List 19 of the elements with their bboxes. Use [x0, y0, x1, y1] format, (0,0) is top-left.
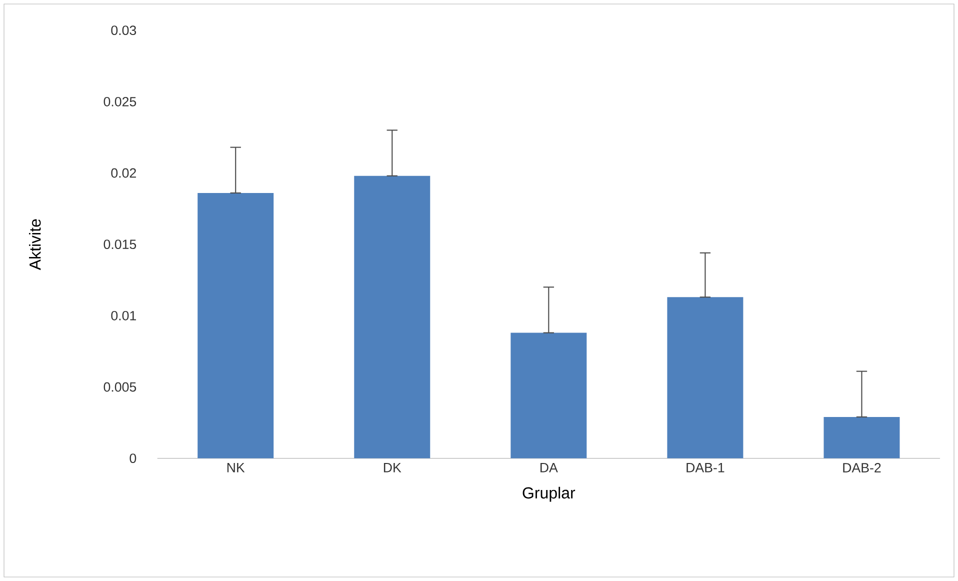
y-tick-label: 0.01	[111, 310, 136, 320]
bar	[354, 176, 430, 458]
x-tick-label: NK	[227, 463, 245, 472]
y-tick-label: 0.025	[104, 96, 136, 106]
x-tick-label: DAB-1	[686, 463, 724, 472]
y-tick-label: 0.005	[104, 382, 136, 392]
x-tick-label: DA	[540, 463, 558, 472]
y-tick-label: 0.015	[104, 240, 136, 250]
y-tick-label: 0	[130, 454, 136, 464]
y-axis-title: Aktivite	[29, 219, 41, 270]
bar	[198, 192, 274, 458]
x-tick-label: DK	[384, 463, 402, 472]
bar	[667, 297, 744, 458]
bar	[510, 332, 587, 458]
y-tick-label: 0.03	[111, 26, 136, 36]
y-tick-label: 0.02	[111, 168, 136, 178]
bar	[824, 416, 900, 458]
x-tick-label: DAB-2	[843, 463, 881, 472]
x-axis-title: Gruplar	[522, 486, 576, 502]
